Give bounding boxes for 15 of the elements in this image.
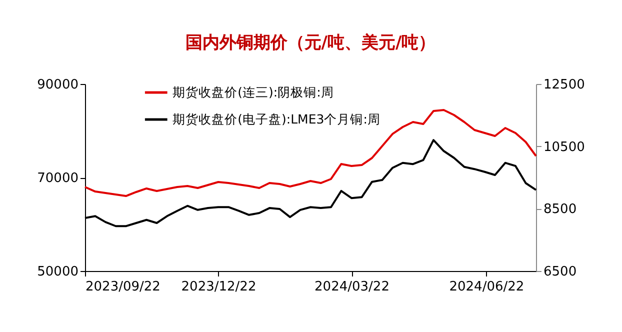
y2-tick-label: 8500 — [544, 202, 577, 218]
y-tick-label: 70000 — [37, 171, 78, 186]
x-tick-label: 2024/03/22 — [314, 280, 390, 294]
y2-tick-label: 12500 — [544, 78, 585, 92]
x-tick-label: 2024/06/22 — [449, 280, 524, 294]
x-tick-label: 2023/09/22 — [86, 280, 160, 294]
y2-tick-label: 10500 — [544, 140, 585, 155]
x-tick-label: 2023/12/22 — [181, 280, 256, 294]
line-series — [84, 108, 537, 198]
y-tick-label: 50000 — [37, 264, 78, 280]
y-tick-label: 90000 — [37, 78, 78, 92]
chart-title: 国内外铜期价（元/吨、美元/吨） — [185, 33, 436, 53]
legend-label: 期货收盘价(电子盘):LME3个月铜:周 — [172, 112, 380, 126]
y2-tick-label: 6500 — [544, 264, 577, 280]
legend-label: 期货收盘价(连三):阴极铜:周 — [172, 84, 334, 100]
